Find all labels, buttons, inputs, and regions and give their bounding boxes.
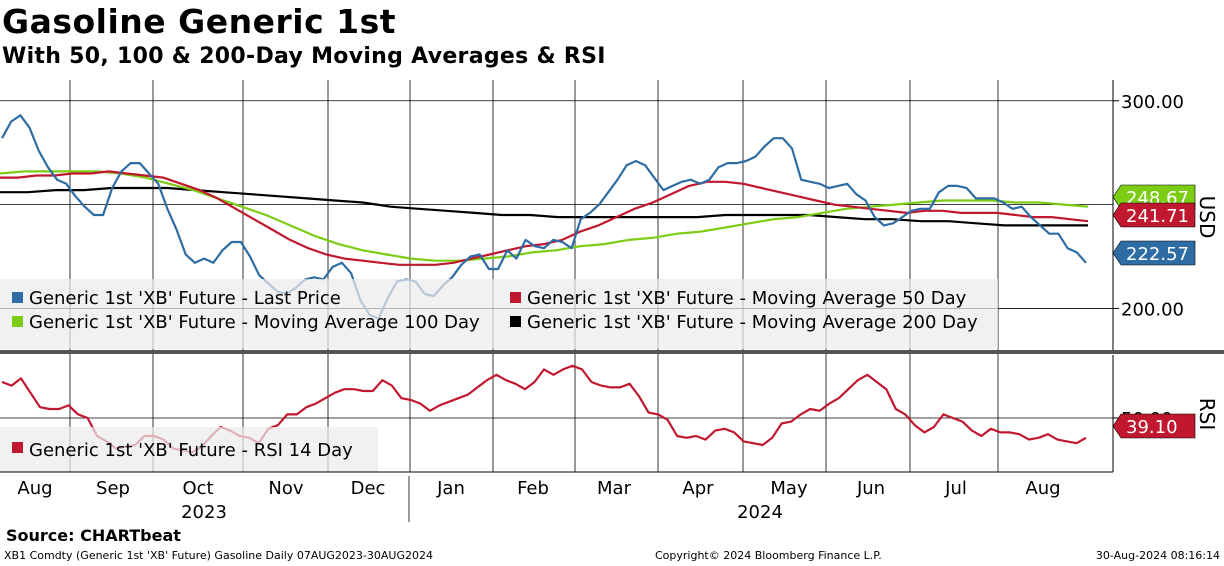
rsi-end-tag-0-text: 39.10 [1126,417,1178,438]
x-month-label-9: May [770,478,808,499]
price-legend-swatch-3 [510,316,521,327]
ma200-line [0,186,1088,227]
rsi-legend-label-0: Generic 1st 'XB' Future - RSI 14 Day [29,440,353,461]
price-legend-label-1: Generic 1st 'XB' Future - Moving Average… [527,288,967,309]
rsi-legend-swatch-0 [12,442,23,453]
x-month-label-11: Jul [944,478,967,499]
x-month-label-8: Apr [682,478,714,499]
price-legend-swatch-0 [12,292,23,303]
x-month-label-3: Nov [268,478,303,499]
rsi-end-tag-0-bg [1112,413,1196,439]
rsi-axis-title: RSI [1195,398,1219,431]
ma100-line [0,170,1089,262]
price-legend-label-0: Generic 1st 'XB' Future - Last Price [29,288,341,309]
price-end-tag-1-text: 241.71 [1126,206,1189,227]
price-legend-label-3: Generic 1st 'XB' Future - Moving Average… [527,312,978,333]
x-year-label-1: 2024 [737,502,783,523]
footer-ticker-info: XB1 Comdty (Generic 1st 'XB' Future) Gas… [4,549,433,562]
footer-timestamp: 30-Aug-2024 08:16:14 [1095,549,1220,562]
price-end-tag-2-text: 222.57 [1126,244,1189,265]
last-price-line [1,114,1087,320]
footer-copyright: Copyright© 2024 Bloomberg Finance L.P. [655,549,882,562]
x-month-label-2: Oct [182,478,213,499]
x-month-label-6: Feb [517,478,549,499]
x-month-label-12: Aug [1025,478,1060,499]
price-ytick-label-0: 300.00 [1121,92,1184,113]
price-legend-box [0,279,998,349]
x-month-label-5: Jan [436,478,465,499]
x-month-label-1: Sep [96,478,130,499]
price-axis-title: USD [1195,196,1219,239]
x-month-label-4: Dec [351,478,386,499]
x-year-label-0: 2023 [181,502,227,523]
price-legend-swatch-1 [510,292,521,303]
chart-subtitle: With 50, 100 & 200-Day Moving Averages &… [2,44,606,69]
price-legend-swatch-2 [12,316,23,327]
x-month-label-7: Mar [597,478,632,499]
x-month-label-0: Aug [17,478,52,499]
price-end-tag-1-bg [1112,202,1196,228]
rsi-legend-box [0,427,378,472]
price-ytick-label-1: 200.00 [1121,299,1184,320]
price-end-tag-2-bg [1112,240,1196,266]
source-label: Source: CHARTbeat [6,526,181,545]
panel-separator [0,350,1224,354]
price-legend-label-2: Generic 1st 'XB' Future - Moving Average… [29,312,480,333]
chart-title: Gasoline Generic 1st [2,2,397,41]
x-month-label-10: Jun [856,478,885,499]
